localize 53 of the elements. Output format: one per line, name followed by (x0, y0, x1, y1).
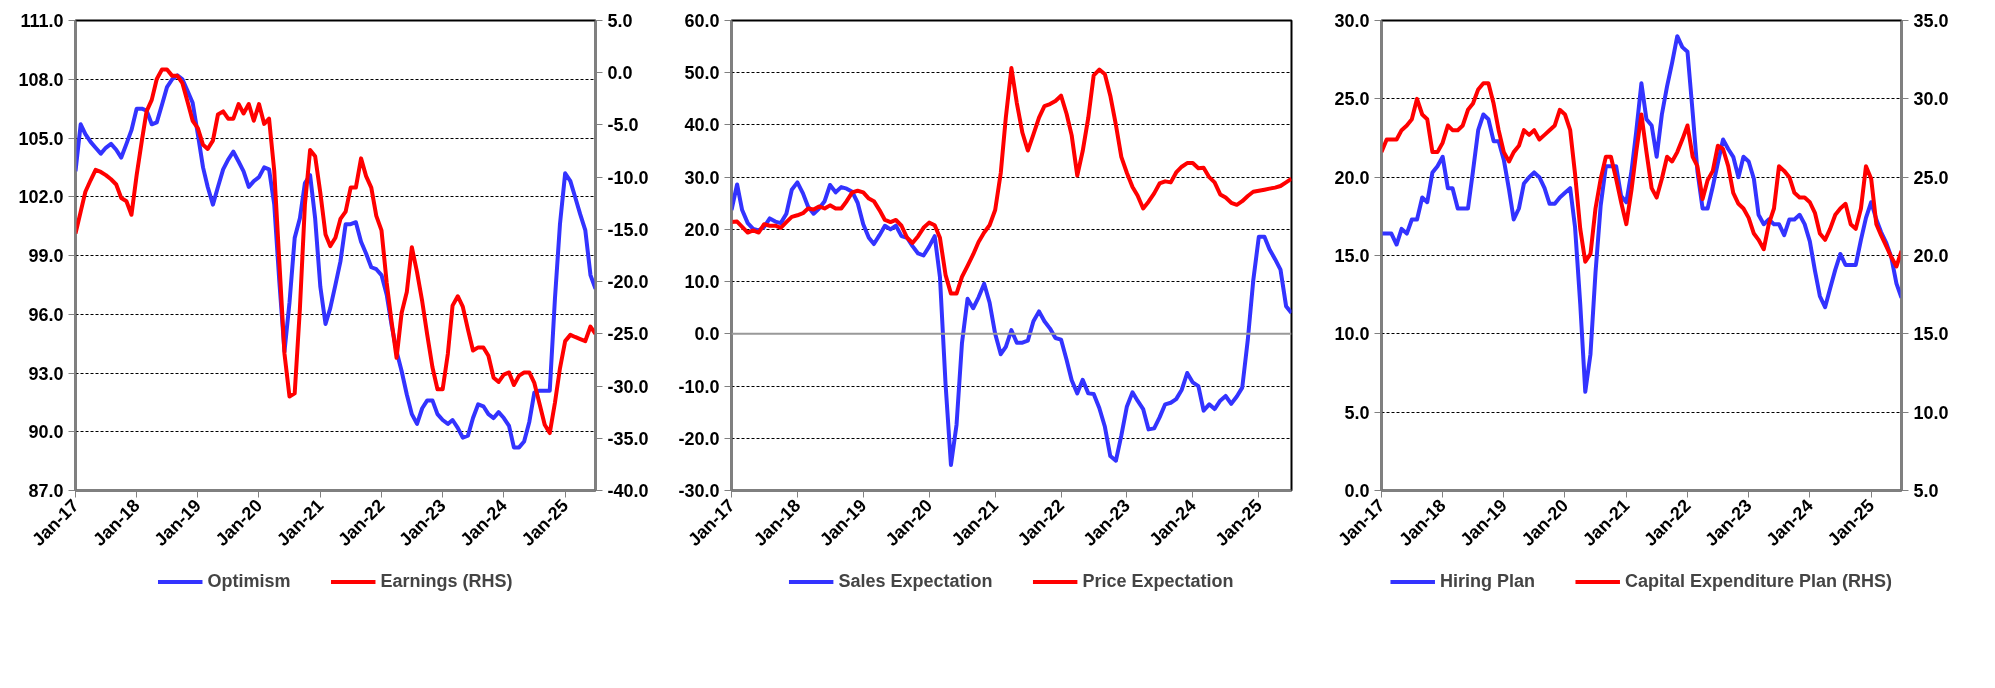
y2-tick-label: -10.0 (607, 167, 649, 188)
legend-label: Optimism (207, 570, 291, 592)
y2-tick-label: -5.0 (607, 115, 639, 136)
y-tick-label: 111.0 (20, 11, 64, 31)
y-tick-label: 60.0 (684, 11, 720, 31)
y-tick-label: -30.0 (678, 481, 720, 501)
y2-tick-label: 5.0 (607, 11, 633, 31)
y-tick-label: 93.0 (28, 363, 64, 384)
y-tick-label: 40.0 (684, 115, 720, 136)
y2-tick-label: 5.0 (1913, 481, 1939, 501)
y2-tick-label: 0.0 (607, 63, 633, 84)
y-tick-label: 20.0 (1334, 167, 1370, 188)
line-series (1381, 81, 1902, 269)
y-tick-label: 5.0 (1344, 402, 1370, 423)
y-tick-label: 30.0 (684, 167, 720, 188)
y-tick-label: 30.0 (1334, 11, 1370, 31)
line-series (731, 180, 1292, 467)
y-tick-label: 105.0 (18, 128, 64, 149)
y2-tick-label: 30.0 (1913, 89, 1949, 110)
y-tick-label: 99.0 (28, 246, 64, 266)
y2-tick-label: -30.0 (607, 376, 649, 397)
y-tick-label: 87.0 (28, 481, 64, 501)
y2-tick-label: 10.0 (1913, 402, 1949, 423)
legend-label: Earnings (RHS) (380, 570, 513, 592)
y2-tick-label: 20.0 (1913, 246, 1949, 266)
legend-label: Price Expectation (1082, 570, 1234, 592)
y-tick-label: 25.0 (1334, 89, 1370, 110)
y-tick-label: 15.0 (1334, 246, 1370, 266)
y-tick-label: -10.0 (678, 376, 720, 397)
y2-tick-label: 15.0 (1913, 324, 1949, 345)
legend-label: Capital Expenditure Plan (RHS) (1624, 570, 1893, 592)
y-tick-label: 0.0 (694, 324, 720, 345)
y-tick-label: 0.0 (1344, 481, 1370, 501)
y2-tick-label: 35.0 (1913, 11, 1949, 31)
y-tick-label: 90.0 (28, 422, 64, 443)
y2-tick-label: -40.0 (607, 481, 649, 501)
y2-tick-label: -35.0 (607, 428, 649, 449)
y-tick-label: 10.0 (1334, 324, 1370, 345)
y2-tick-label: -20.0 (607, 272, 649, 293)
y-tick-label: 20.0 (684, 219, 720, 240)
line-series (1381, 34, 1902, 394)
y-tick-label: 50.0 (684, 63, 720, 84)
y2-tick-label: 25.0 (1913, 167, 1949, 188)
legend-label: Hiring Plan (1439, 570, 1535, 592)
line-series (731, 66, 1292, 296)
y-tick-label: 108.0 (18, 69, 64, 90)
y-tick-label: 102.0 (18, 187, 64, 208)
y-tick-label: 96.0 (28, 304, 64, 325)
y2-tick-label: -15.0 (607, 219, 649, 240)
y2-tick-label: -25.0 (607, 324, 649, 345)
y-tick-label: 10.0 (684, 272, 720, 293)
y-tick-label: -20.0 (678, 428, 720, 449)
legend-label: Sales Expectation (838, 570, 993, 592)
